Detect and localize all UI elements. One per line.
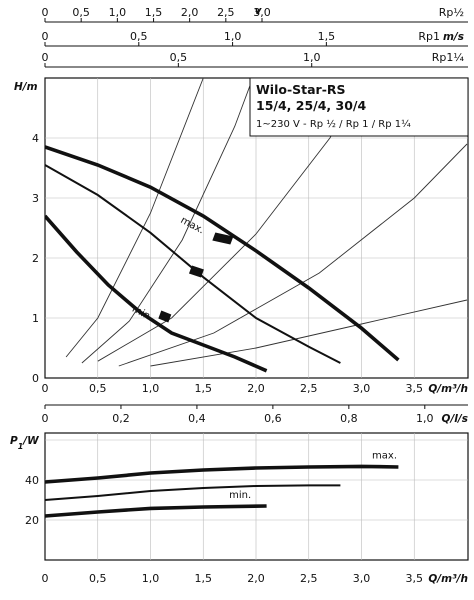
velocity-tick-label: 1,5 [145,6,163,19]
head-y-tick-label: 4 [32,132,39,145]
flow-ls-tick-label: 0,6 [264,412,282,425]
system-curve [150,299,468,367]
head-x-tick-label: 0,5 [89,382,107,395]
power-label-min: min. [229,490,251,501]
velocity-scale-2: 0 0,5 1,0 1,5 Rp1 [42,30,468,47]
power-y-tick-label: 20 [25,514,39,527]
velocity-tick-label: 1,0 [224,30,242,43]
legend-subtitle: 15/4, 25/4, 30/4 [256,98,366,113]
power-curve [44,464,399,484]
velocity-tick-label: 0,5 [130,30,148,43]
pump-curve [45,145,400,362]
velocity-tick-label: 0 [42,51,49,64]
velocity-tick-label: 2,0 [181,6,199,19]
velocity-scale-3: 0 0,5 1,0 Rp1¼ [42,51,468,68]
velocity-tick-label: 3,0 [253,6,271,19]
velocity-scale-pipe-label: Rp½ [439,6,464,19]
power-x-tick-label: 2,0 [247,572,265,585]
velocity-tick-label: 1,0 [303,51,321,64]
head-y-tick-label: 2 [32,252,39,265]
power-label-max: max. [372,450,397,461]
legend-box [249,77,469,137]
curve-label-min: min. [130,304,155,324]
velocity-tick-label: 0,5 [72,6,90,19]
velocity-tick-label: 1,5 [318,30,336,43]
velocity-caption: v [255,5,263,17]
head-x-tick-label: 1,5 [195,382,213,395]
power-x-axis-label: Q/m³/h [428,573,468,585]
head-y-axis-label: H/m [14,81,38,93]
head-x-tick-label: 3,0 [353,382,371,395]
head-x-tick-label: 1,0 [142,382,160,395]
velocity-scale-1: 0 0,5 1,0 1,5 2,0 2,5 3,0 Rp½ [42,6,468,23]
head-x-tick-label: 3,5 [406,382,424,395]
velocity-tick-label: 0 [42,6,49,19]
power-x-tick-label: 2,5 [300,572,318,585]
head-x-tick-label: 0 [42,382,49,395]
head-y-tick-label: 3 [32,192,39,205]
system-curve [65,78,204,358]
velocity-tick-label: 0,5 [170,51,188,64]
flow-ls-tick-label: 0,4 [188,412,206,425]
power-x-tick-label: 1,0 [142,572,160,585]
system-curve [97,78,366,362]
velocity-scale-pipe-label: Rp1¼ [432,51,465,64]
flow-ls-axis: 0 0,2 0,4 0,6 0,8 1,0 Q/l/s [42,404,468,425]
power-x-tick-label: 3,0 [353,572,371,585]
speed-marker [158,310,172,323]
head-y-tick-label: 0 [32,372,39,385]
power-curve [44,484,341,501]
head-x-tick-label: 2,0 [247,382,265,395]
power-y-tick-label: 40 [25,474,39,487]
system-curve [118,143,468,367]
velocity-tick-label: 0 [42,30,49,43]
flow-ls-tick-label: 0,8 [340,412,358,425]
velocity-scale-pipe-label: Rp1 [418,30,440,43]
head-x-axis-label: Q/m³/h [428,383,468,395]
legend-title: Wilo-Star-RS [256,82,346,97]
velocity-tick-label: 1,0 [109,6,127,19]
flow-ls-tick-label: 0,2 [112,412,130,425]
power-chart: 20 40 P1/W 0 0,5 1,0 1,5 2,0 2,5 3,0 3,5 Q/m³/h max.… [10,432,469,585]
pump-curve [45,164,341,364]
pump-curve [45,214,268,373]
velocity-tick-label: 2,5 [217,6,235,19]
flow-ls-tick-label: 1,0 [416,412,434,425]
velocity-unit-label: m/s [443,31,464,43]
power-chart-frame [44,432,469,561]
head-y-tick-label: 1 [32,312,39,325]
system-curve [81,78,254,364]
head-x-tick-label: 2,5 [300,382,318,395]
power-curve [44,504,267,518]
power-x-tick-label: 0,5 [89,572,107,585]
flow-ls-axis-label: Q/l/s [442,413,468,425]
speed-marker [212,232,234,245]
power-x-tick-label: 0 [42,572,49,585]
flow-ls-tick-label: 0 [42,412,49,425]
speed-marker [188,265,204,278]
power-x-tick-label: 3,5 [406,572,424,585]
power-y-axis-label: P1/W [10,435,39,451]
legend-voltage: 1~230 V - Rp ½ / Rp 1 / Rp 1¼ [256,118,411,130]
power-x-tick-label: 1,5 [195,572,213,585]
